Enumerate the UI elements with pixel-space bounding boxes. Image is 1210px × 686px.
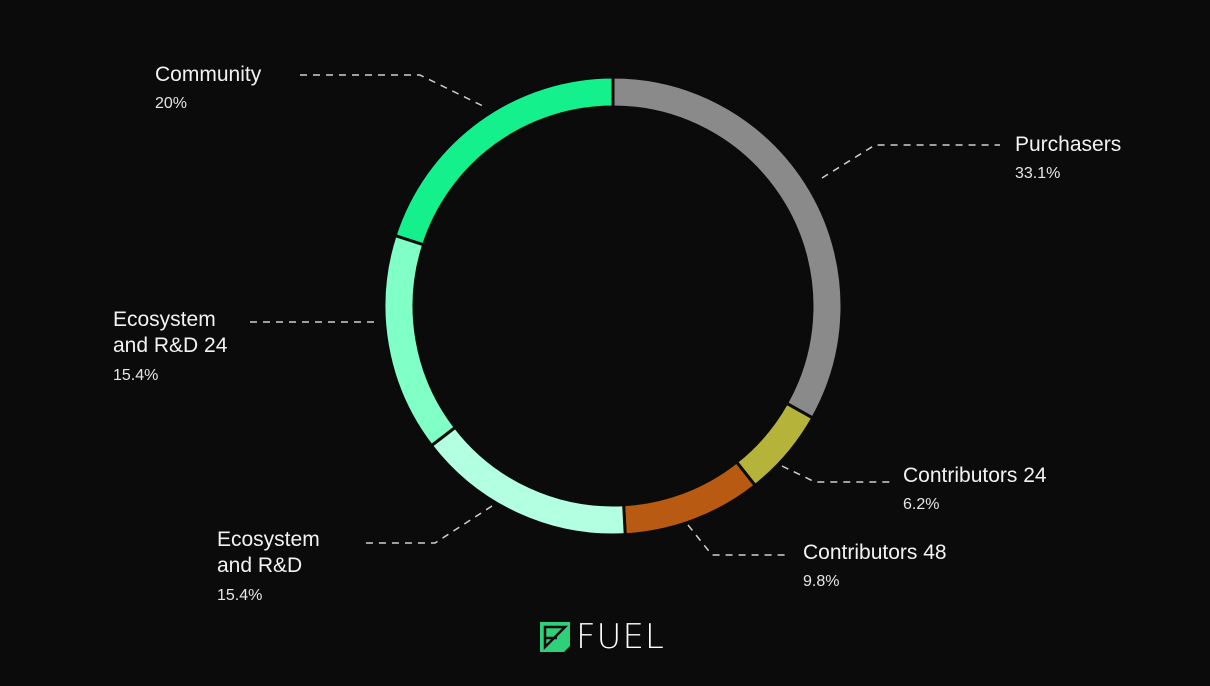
slice-name: Community bbox=[155, 63, 262, 86]
leader-line-purchasers bbox=[821, 144, 1000, 179]
slice-name: Ecosystem and R&D bbox=[217, 528, 320, 578]
donut-slice-ecosystem-and-r-d-24 bbox=[382, 233, 458, 448]
label-ecosystem-rd-24: Ecosystem and R&D 24 15.4% bbox=[113, 307, 253, 386]
fuel-logo-icon bbox=[540, 622, 570, 652]
slice-percent: 15.4% bbox=[113, 366, 159, 384]
leader-line-contributors-24 bbox=[781, 465, 890, 483]
leader-line-ecosystem-rd bbox=[360, 505, 493, 544]
fuel-logo: FUEL bbox=[540, 620, 665, 654]
label-contributors-24: Contributors 24 6.2% bbox=[903, 463, 1047, 515]
slice-name: Contributors 48 bbox=[803, 541, 947, 564]
slice-name: Purchasers bbox=[1015, 133, 1122, 156]
donut-slice-community bbox=[393, 75, 615, 247]
slice-percent: 6.2% bbox=[903, 496, 940, 514]
donut-slice-purchasers bbox=[611, 75, 844, 421]
label-purchasers: Purchasers 33.1% bbox=[1015, 132, 1121, 184]
slice-percent: 20% bbox=[155, 95, 188, 113]
donut-slice-ecosystem-and-r-d bbox=[429, 425, 627, 537]
slice-name: Ecosystem and R&D 24 bbox=[113, 308, 228, 358]
slice-percent: 33.1% bbox=[1015, 165, 1061, 183]
slice-percent: 9.8% bbox=[803, 573, 840, 591]
fuel-logo-text: FUEL bbox=[576, 617, 665, 657]
leader-line-community bbox=[300, 74, 488, 109]
leader-line-contributors-48 bbox=[687, 524, 790, 556]
label-ecosystem-rd: Ecosystem and R&D 15.4% bbox=[217, 527, 357, 606]
donut-slice-contributors-48 bbox=[622, 459, 758, 537]
donut-slice-contributors-24 bbox=[734, 401, 815, 488]
slice-name: Contributors 24 bbox=[903, 464, 1047, 487]
label-contributors-48: Contributors 48 9.8% bbox=[803, 540, 947, 592]
slice-percent: 15.4% bbox=[217, 586, 263, 604]
label-community: Community 20% bbox=[155, 62, 261, 114]
